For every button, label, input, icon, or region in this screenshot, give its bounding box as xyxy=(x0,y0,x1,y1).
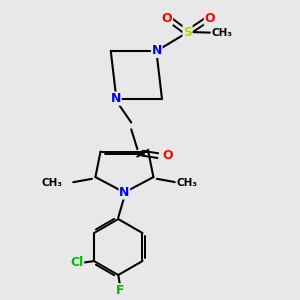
Text: N: N xyxy=(119,186,130,199)
Text: O: O xyxy=(162,12,172,25)
Text: CH₃: CH₃ xyxy=(211,28,232,38)
Text: S: S xyxy=(183,26,192,39)
Text: F: F xyxy=(116,284,124,297)
Text: N: N xyxy=(111,92,121,105)
Text: CH₃: CH₃ xyxy=(176,178,197,188)
Text: O: O xyxy=(204,12,215,25)
Text: CH₃: CH₃ xyxy=(41,178,62,188)
Text: O: O xyxy=(163,149,173,162)
Text: N: N xyxy=(152,44,162,57)
Text: Cl: Cl xyxy=(70,256,84,269)
